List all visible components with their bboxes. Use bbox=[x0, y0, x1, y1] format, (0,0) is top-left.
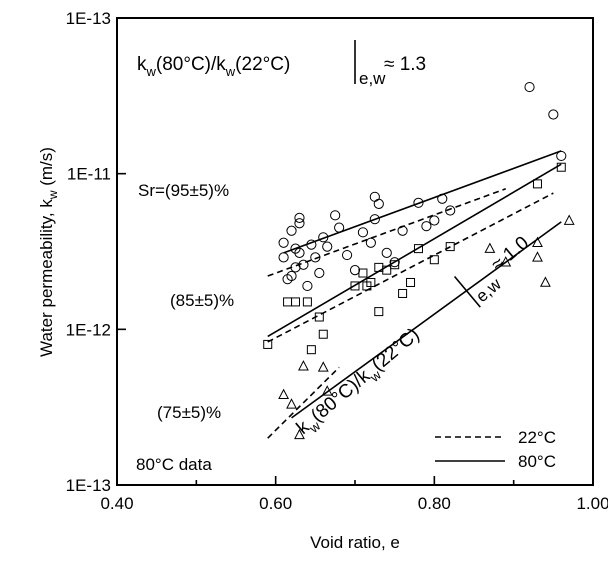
square-marker bbox=[283, 297, 293, 307]
square-marker bbox=[429, 255, 439, 265]
triangle-marker bbox=[278, 388, 290, 400]
square-marker bbox=[318, 329, 328, 339]
circle-marker bbox=[389, 257, 400, 268]
circle-marker bbox=[413, 197, 424, 208]
square-marker bbox=[532, 179, 542, 189]
circle-marker bbox=[373, 198, 384, 209]
square-marker bbox=[358, 268, 368, 278]
triangle-marker bbox=[500, 256, 512, 267]
square-marker bbox=[398, 288, 408, 298]
triangle-marker bbox=[294, 428, 305, 440]
circle-marker bbox=[421, 221, 432, 232]
circle-marker bbox=[429, 215, 440, 226]
data-condition-label: 80°C data bbox=[136, 455, 212, 474]
svg-text:kw(80°C)/kw(22°C): kw(80°C)/kw(22°C) bbox=[293, 324, 426, 442]
legend-label-22c: 22°C bbox=[518, 428, 556, 447]
circle-marker bbox=[294, 212, 305, 223]
square-marker bbox=[366, 277, 376, 287]
triangle-marker bbox=[532, 251, 543, 262]
circle-marker bbox=[369, 191, 380, 202]
ratio-annotation-diagonal: kw(80°C)/kw(22°C) e,w ≈ 1.0 bbox=[293, 232, 533, 442]
y-axis-label: Water permeability, kw (m/s) bbox=[37, 147, 60, 357]
x-tick-label: 0.80 bbox=[418, 494, 451, 513]
circle-marker bbox=[330, 210, 341, 221]
sr95-label: Sr=(95±5)% bbox=[138, 181, 229, 200]
axis-ticks: 0.40 0.60 0.80 1.00 1E-13 1E-12 1E-11 1E-13 bbox=[66, 9, 608, 513]
y-tick-label: 1E-13 bbox=[66, 476, 111, 495]
x-axis-label: Void ratio, e bbox=[310, 533, 400, 552]
y-tick-label: 1E-11 bbox=[67, 165, 111, 184]
circle-marker bbox=[349, 265, 361, 276]
triangle-marker bbox=[563, 214, 575, 225]
circle-marker bbox=[286, 270, 297, 282]
svg-text:e,w: e,w bbox=[472, 274, 505, 306]
fit-line-75-22c bbox=[267, 366, 340, 439]
svg-text:e,w: e,w bbox=[359, 69, 386, 88]
y-tick-label: 1E-13 bbox=[66, 9, 111, 28]
triangle-marker bbox=[539, 276, 551, 287]
fit-line-95-80c bbox=[283, 150, 562, 254]
y-tick-label: 1E-12 bbox=[66, 320, 111, 339]
sr85-label: (85±5)% bbox=[170, 291, 234, 310]
legend-label-80c: 80°C bbox=[518, 452, 556, 471]
circle-marker bbox=[314, 267, 325, 279]
triangle-marker bbox=[317, 361, 329, 372]
square-marker bbox=[413, 244, 423, 254]
square-marker bbox=[374, 307, 384, 317]
circle-marker bbox=[294, 247, 305, 258]
circle-marker bbox=[294, 218, 305, 229]
circle-marker bbox=[365, 237, 376, 248]
ratio-annotation-top: kw(80°C)/kw(22°C) e,w ≈ 1.3 bbox=[137, 40, 426, 88]
x-tick-label: 1.00 bbox=[576, 494, 608, 513]
square-marker bbox=[263, 339, 273, 349]
x-tick-label: 0.40 bbox=[100, 494, 133, 513]
circle-marker bbox=[341, 249, 353, 261]
fit-line-75-80c bbox=[291, 221, 562, 419]
fit-lines bbox=[267, 150, 562, 439]
circle-marker bbox=[357, 227, 369, 238]
triangle-marker bbox=[532, 236, 543, 248]
circle-marker bbox=[286, 225, 297, 236]
x-tick-label: 0.60 bbox=[259, 494, 292, 513]
legend: 22°C 80°C bbox=[435, 428, 556, 471]
circle-marker bbox=[302, 280, 313, 292]
triangle-marker bbox=[484, 242, 496, 253]
fit-line-85-22c bbox=[267, 192, 554, 343]
square-marker bbox=[291, 297, 300, 307]
fit-line-95-22c bbox=[267, 188, 507, 277]
svg-text:kw(80°C)/kw(22°C): kw(80°C)/kw(22°C) bbox=[137, 54, 290, 79]
circle-marker bbox=[524, 81, 535, 93]
fit-line-85-80c bbox=[267, 163, 562, 338]
square-marker bbox=[445, 242, 455, 252]
square-marker bbox=[406, 277, 416, 287]
circle-marker bbox=[278, 237, 289, 248]
square-marker bbox=[302, 297, 312, 307]
square-marker bbox=[306, 345, 316, 355]
circle-marker bbox=[322, 241, 333, 252]
circle-marker bbox=[381, 247, 392, 258]
circle-marker bbox=[278, 252, 289, 263]
svg-text:≈ 1.0: ≈ 1.0 bbox=[487, 232, 533, 275]
circle-marker bbox=[445, 205, 456, 216]
square-marker bbox=[350, 281, 360, 291]
svg-text:≈ 1.3: ≈ 1.3 bbox=[384, 54, 426, 75]
triangle-marker bbox=[286, 398, 297, 409]
circle-marker bbox=[369, 214, 380, 225]
sr75-label: (75±5)% bbox=[157, 403, 221, 422]
circle-marker bbox=[548, 109, 559, 120]
data-markers bbox=[263, 81, 575, 440]
triangle-marker bbox=[298, 360, 309, 371]
